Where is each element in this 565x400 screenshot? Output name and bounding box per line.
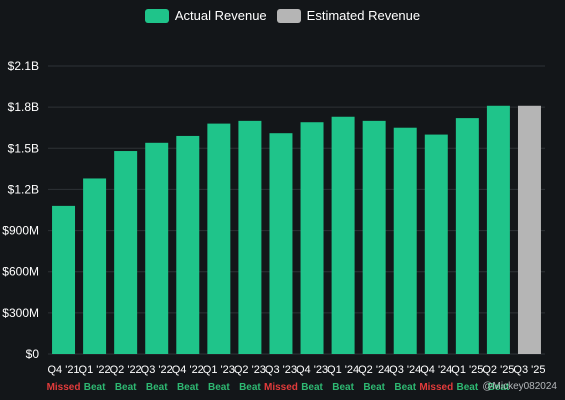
result-beat-label: Beat bbox=[208, 382, 230, 393]
result-beat-label: Beat bbox=[488, 382, 510, 393]
bar-actual[interactable] bbox=[300, 122, 324, 354]
legend-item-actual[interactable]: Actual Revenue bbox=[144, 8, 267, 23]
result-beat-label: Beat bbox=[146, 382, 168, 393]
bar-actual[interactable] bbox=[145, 142, 169, 354]
x-tick-label: Q4 '22 bbox=[172, 364, 204, 376]
result-beat-label: Beat bbox=[301, 382, 323, 393]
bar-actual[interactable] bbox=[207, 123, 231, 354]
bar-actual[interactable] bbox=[362, 120, 386, 354]
x-tick-label: Q4 '23 bbox=[296, 364, 328, 376]
result-beat-label: Beat bbox=[239, 382, 261, 393]
y-tick-label: $1.5B bbox=[8, 141, 39, 155]
result-beat-label: Beat bbox=[394, 382, 416, 393]
x-tick-label: Q2 '24 bbox=[358, 364, 390, 376]
x-tick-label: Q1 '24 bbox=[327, 364, 359, 376]
result-beat-label: Beat bbox=[457, 382, 479, 393]
result-beat-label: Beat bbox=[177, 382, 199, 393]
y-tick-label: $300M bbox=[2, 306, 39, 320]
bar-actual[interactable] bbox=[238, 120, 262, 354]
result-beat-label: Beat bbox=[332, 382, 354, 393]
result-missed-label: Missed bbox=[264, 382, 298, 393]
x-tick-label: Q3 '24 bbox=[389, 364, 421, 376]
bar-actual[interactable] bbox=[331, 116, 355, 354]
legend-swatch-actual bbox=[144, 8, 169, 23]
x-tick-label: Q3 '25 bbox=[513, 364, 545, 376]
result-beat-label: Beat bbox=[363, 382, 385, 393]
x-tick-label: Q2 '25 bbox=[482, 364, 514, 376]
result-missed-label: Missed bbox=[47, 382, 81, 393]
legend-swatch-estimated bbox=[276, 8, 301, 23]
bar-actual[interactable] bbox=[83, 178, 107, 354]
bar-actual[interactable] bbox=[114, 151, 138, 354]
result-beat-label: Beat bbox=[84, 382, 106, 393]
x-tick-label: Q3 '22 bbox=[141, 364, 173, 376]
watermark-text: @Mickey082024 bbox=[482, 381, 557, 392]
y-tick-label: $1.8B bbox=[8, 100, 39, 114]
bar-actual[interactable] bbox=[455, 118, 479, 354]
x-tick-label: Q1 '25 bbox=[451, 364, 483, 376]
result-missed-label: Missed bbox=[419, 382, 453, 393]
x-tick-label: Q2 '22 bbox=[110, 364, 142, 376]
y-tick-label: $2.1B bbox=[8, 59, 39, 73]
x-tick-label: Q2 '23 bbox=[234, 364, 266, 376]
y-tick-label: $900M bbox=[2, 224, 39, 238]
bar-actual[interactable] bbox=[424, 134, 448, 354]
x-tick-label: Q1 '22 bbox=[79, 364, 111, 376]
legend-label-estimated: Estimated Revenue bbox=[306, 8, 421, 23]
y-tick-label: $600M bbox=[2, 265, 39, 279]
legend-label-actual: Actual Revenue bbox=[174, 8, 267, 23]
result-beat-label: Beat bbox=[115, 382, 137, 393]
bar-estimated[interactable] bbox=[517, 105, 541, 355]
x-tick-label: Q3 '23 bbox=[265, 364, 297, 376]
bar-actual[interactable] bbox=[393, 127, 417, 354]
bar-actual[interactable] bbox=[486, 105, 510, 355]
x-tick-label: Q1 '23 bbox=[203, 364, 235, 376]
x-tick-label: Q4 '24 bbox=[420, 364, 452, 376]
y-tick-label: $1.2B bbox=[8, 182, 39, 196]
bar-actual[interactable] bbox=[269, 133, 293, 354]
y-tick-label: $0 bbox=[26, 347, 40, 361]
bar-actual[interactable] bbox=[176, 135, 200, 354]
legend-item-estimated[interactable]: Estimated Revenue bbox=[276, 8, 421, 23]
x-tick-label: Q4 '21 bbox=[47, 364, 79, 376]
chart-legend: Actual Revenue Estimated Revenue bbox=[0, 8, 565, 23]
bar-actual[interactable] bbox=[52, 205, 76, 354]
